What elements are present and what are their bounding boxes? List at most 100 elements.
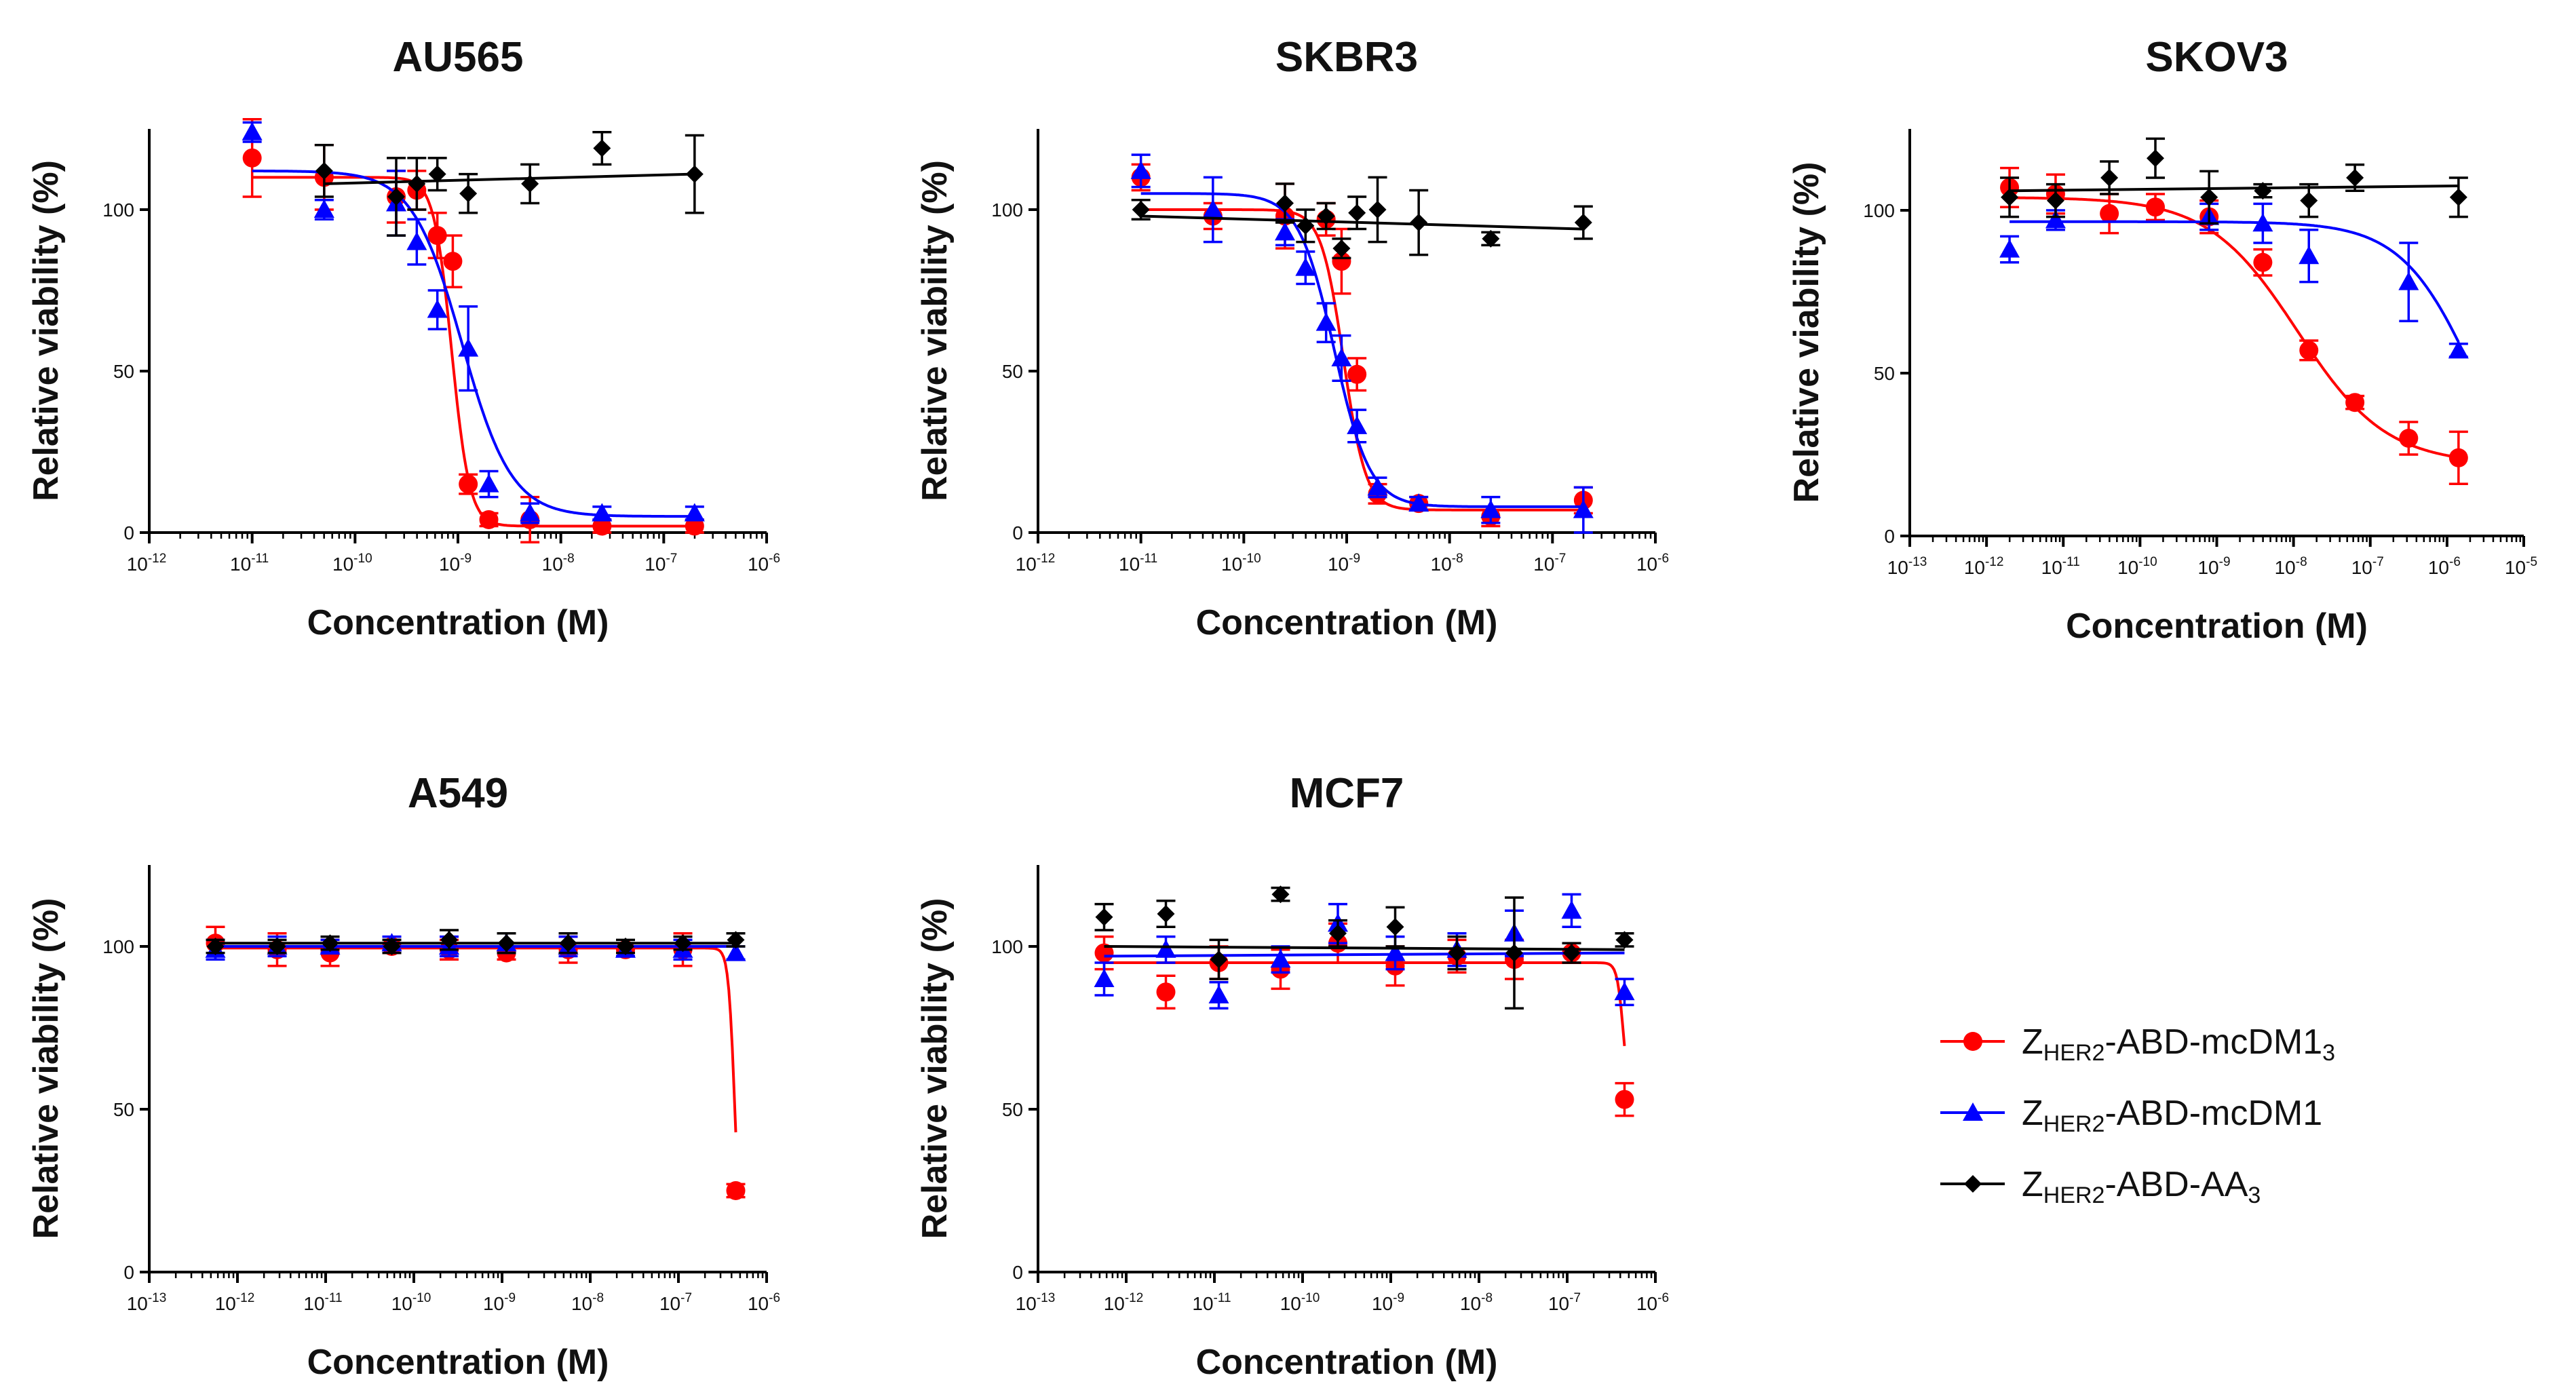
legend-marker: [1964, 1175, 1982, 1193]
y-tick-label: 0: [1012, 1262, 1023, 1283]
fit-curve: [1140, 208, 1583, 512]
fit-curve: [2010, 185, 2459, 193]
data-point: [592, 503, 613, 522]
fit-curve: [252, 170, 695, 518]
data-point: [427, 226, 447, 246]
chart-panel-mcf7: MCF7 0 50 100 10-13 10-12 10-11 10-10 10-9 10-8 10…: [915, 770, 1669, 1382]
data-point: [427, 299, 448, 318]
x-tick-label: 10-7: [659, 1291, 692, 1314]
x-tick-label: 10-9: [1372, 1291, 1404, 1314]
data-point: [684, 503, 705, 522]
y-tick-label: 0: [1884, 526, 1895, 547]
x-tick-label: 10-11: [303, 1291, 342, 1314]
fit-curve: [1104, 961, 1626, 1046]
data-point: [1295, 257, 1316, 276]
data-point: [1347, 364, 1367, 384]
fit-curve: [1104, 951, 1625, 958]
data-point: [315, 161, 333, 180]
x-tick-label: 10-10: [2117, 555, 2157, 578]
x-tick-label: 10-8: [2275, 555, 2307, 578]
chart-panel-a549: A549 0 50 100 10-13 10-12 10-11 10-10 10-9 10-8 10…: [26, 770, 780, 1382]
x-tick-label: 10-6: [2428, 555, 2461, 578]
chart-title: AU565: [393, 34, 524, 81]
y-tick-label: 50: [1002, 361, 1023, 382]
data-point: [1315, 312, 1337, 331]
data-point: [2346, 169, 2364, 187]
data-point: [726, 1181, 746, 1200]
x-tick-label: 10-7: [1533, 552, 1566, 575]
y-tick-label: 0: [123, 1262, 134, 1283]
data-point: [1270, 949, 1291, 968]
legend-marker: [1963, 1032, 1982, 1051]
data-point: [2399, 429, 2419, 448]
y-tick-label: 50: [113, 361, 134, 382]
x-tick-label: 10-6: [748, 1291, 780, 1314]
data-point: [1347, 415, 1368, 434]
series-triangle: [1130, 153, 1594, 534]
x-tick-label: 10-12: [1016, 552, 1056, 575]
data-point: [2448, 448, 2468, 467]
series-circle: [2000, 166, 2468, 485]
x-axis-label: Concentration (M): [2066, 607, 2368, 646]
data-point: [1574, 214, 1592, 232]
fit-curve: [2010, 220, 2460, 343]
x-tick-label: 10-7: [645, 552, 677, 575]
legend-entry: ZHER2-ABD-AA3: [1940, 1165, 2261, 1208]
fit-curve: [324, 172, 695, 185]
data-point: [727, 931, 745, 949]
x-tick-label: 10-6: [748, 552, 780, 575]
y-axis-label: Relative viability (%): [915, 898, 955, 1239]
y-tick-label: 0: [123, 522, 134, 543]
x-tick-label: 10-12: [1964, 555, 2004, 578]
data-point: [2254, 182, 2272, 200]
series-diamond: [1131, 176, 1593, 260]
data-point: [1332, 252, 1351, 271]
x-axis-label: Concentration (M): [307, 1343, 609, 1382]
data-point: [674, 934, 692, 953]
data-point: [1386, 918, 1404, 936]
x-tick-label: 10-7: [2351, 555, 2384, 578]
data-point: [1482, 229, 1500, 248]
data-point: [1448, 944, 1466, 962]
x-tick-label: 10-12: [1104, 1291, 1144, 1314]
series-circle: [242, 117, 704, 544]
y-tick-label: 100: [1863, 200, 1895, 221]
y-tick-label: 50: [1874, 363, 1895, 384]
y-axis-label: Relative viability (%): [915, 160, 955, 501]
chart-panel-au565: AU565 0 50 100 10-12 10-11 10-10 10-9 10-8 10-7 10…: [26, 34, 780, 642]
data-point: [521, 174, 539, 193]
x-tick-label: 10-13: [1887, 555, 1927, 578]
data-point: [206, 938, 225, 955]
data-point: [1130, 160, 1151, 179]
data-point: [2146, 197, 2165, 217]
data-point: [1208, 985, 1229, 1003]
data-point: [478, 474, 499, 493]
data-point: [428, 165, 446, 183]
chart-title: SKOV3: [2145, 34, 2288, 81]
legend-marker: [1963, 1102, 1983, 1121]
y-tick-label: 50: [113, 1099, 134, 1120]
data-point: [1410, 214, 1428, 232]
x-tick-label: 10-10: [332, 552, 372, 575]
x-tick-label: 10-11: [1119, 552, 1157, 575]
data-point: [497, 934, 516, 953]
series-diamond: [1094, 885, 1634, 1010]
x-tick-label: 10-9: [2197, 555, 2230, 578]
data-point: [406, 231, 427, 250]
chart-title: SKBR3: [1275, 34, 1418, 81]
data-point: [1368, 201, 1387, 218]
data-point: [2299, 341, 2319, 360]
data-point: [1275, 222, 1295, 241]
data-point: [2147, 149, 2164, 168]
x-tick-label: 10-13: [127, 1291, 167, 1314]
data-point: [1615, 931, 1634, 949]
x-tick-label: 10-11: [2041, 555, 2080, 578]
x-tick-label: 10-8: [1431, 552, 1463, 575]
data-point: [387, 187, 405, 206]
data-point: [2299, 246, 2320, 265]
x-tick-label: 10-8: [571, 1291, 604, 1314]
x-axis-label: Concentration (M): [1196, 1343, 1498, 1382]
legend-entry: ZHER2-ABD-mcDM1: [1940, 1094, 2322, 1137]
data-point: [1999, 239, 2020, 258]
